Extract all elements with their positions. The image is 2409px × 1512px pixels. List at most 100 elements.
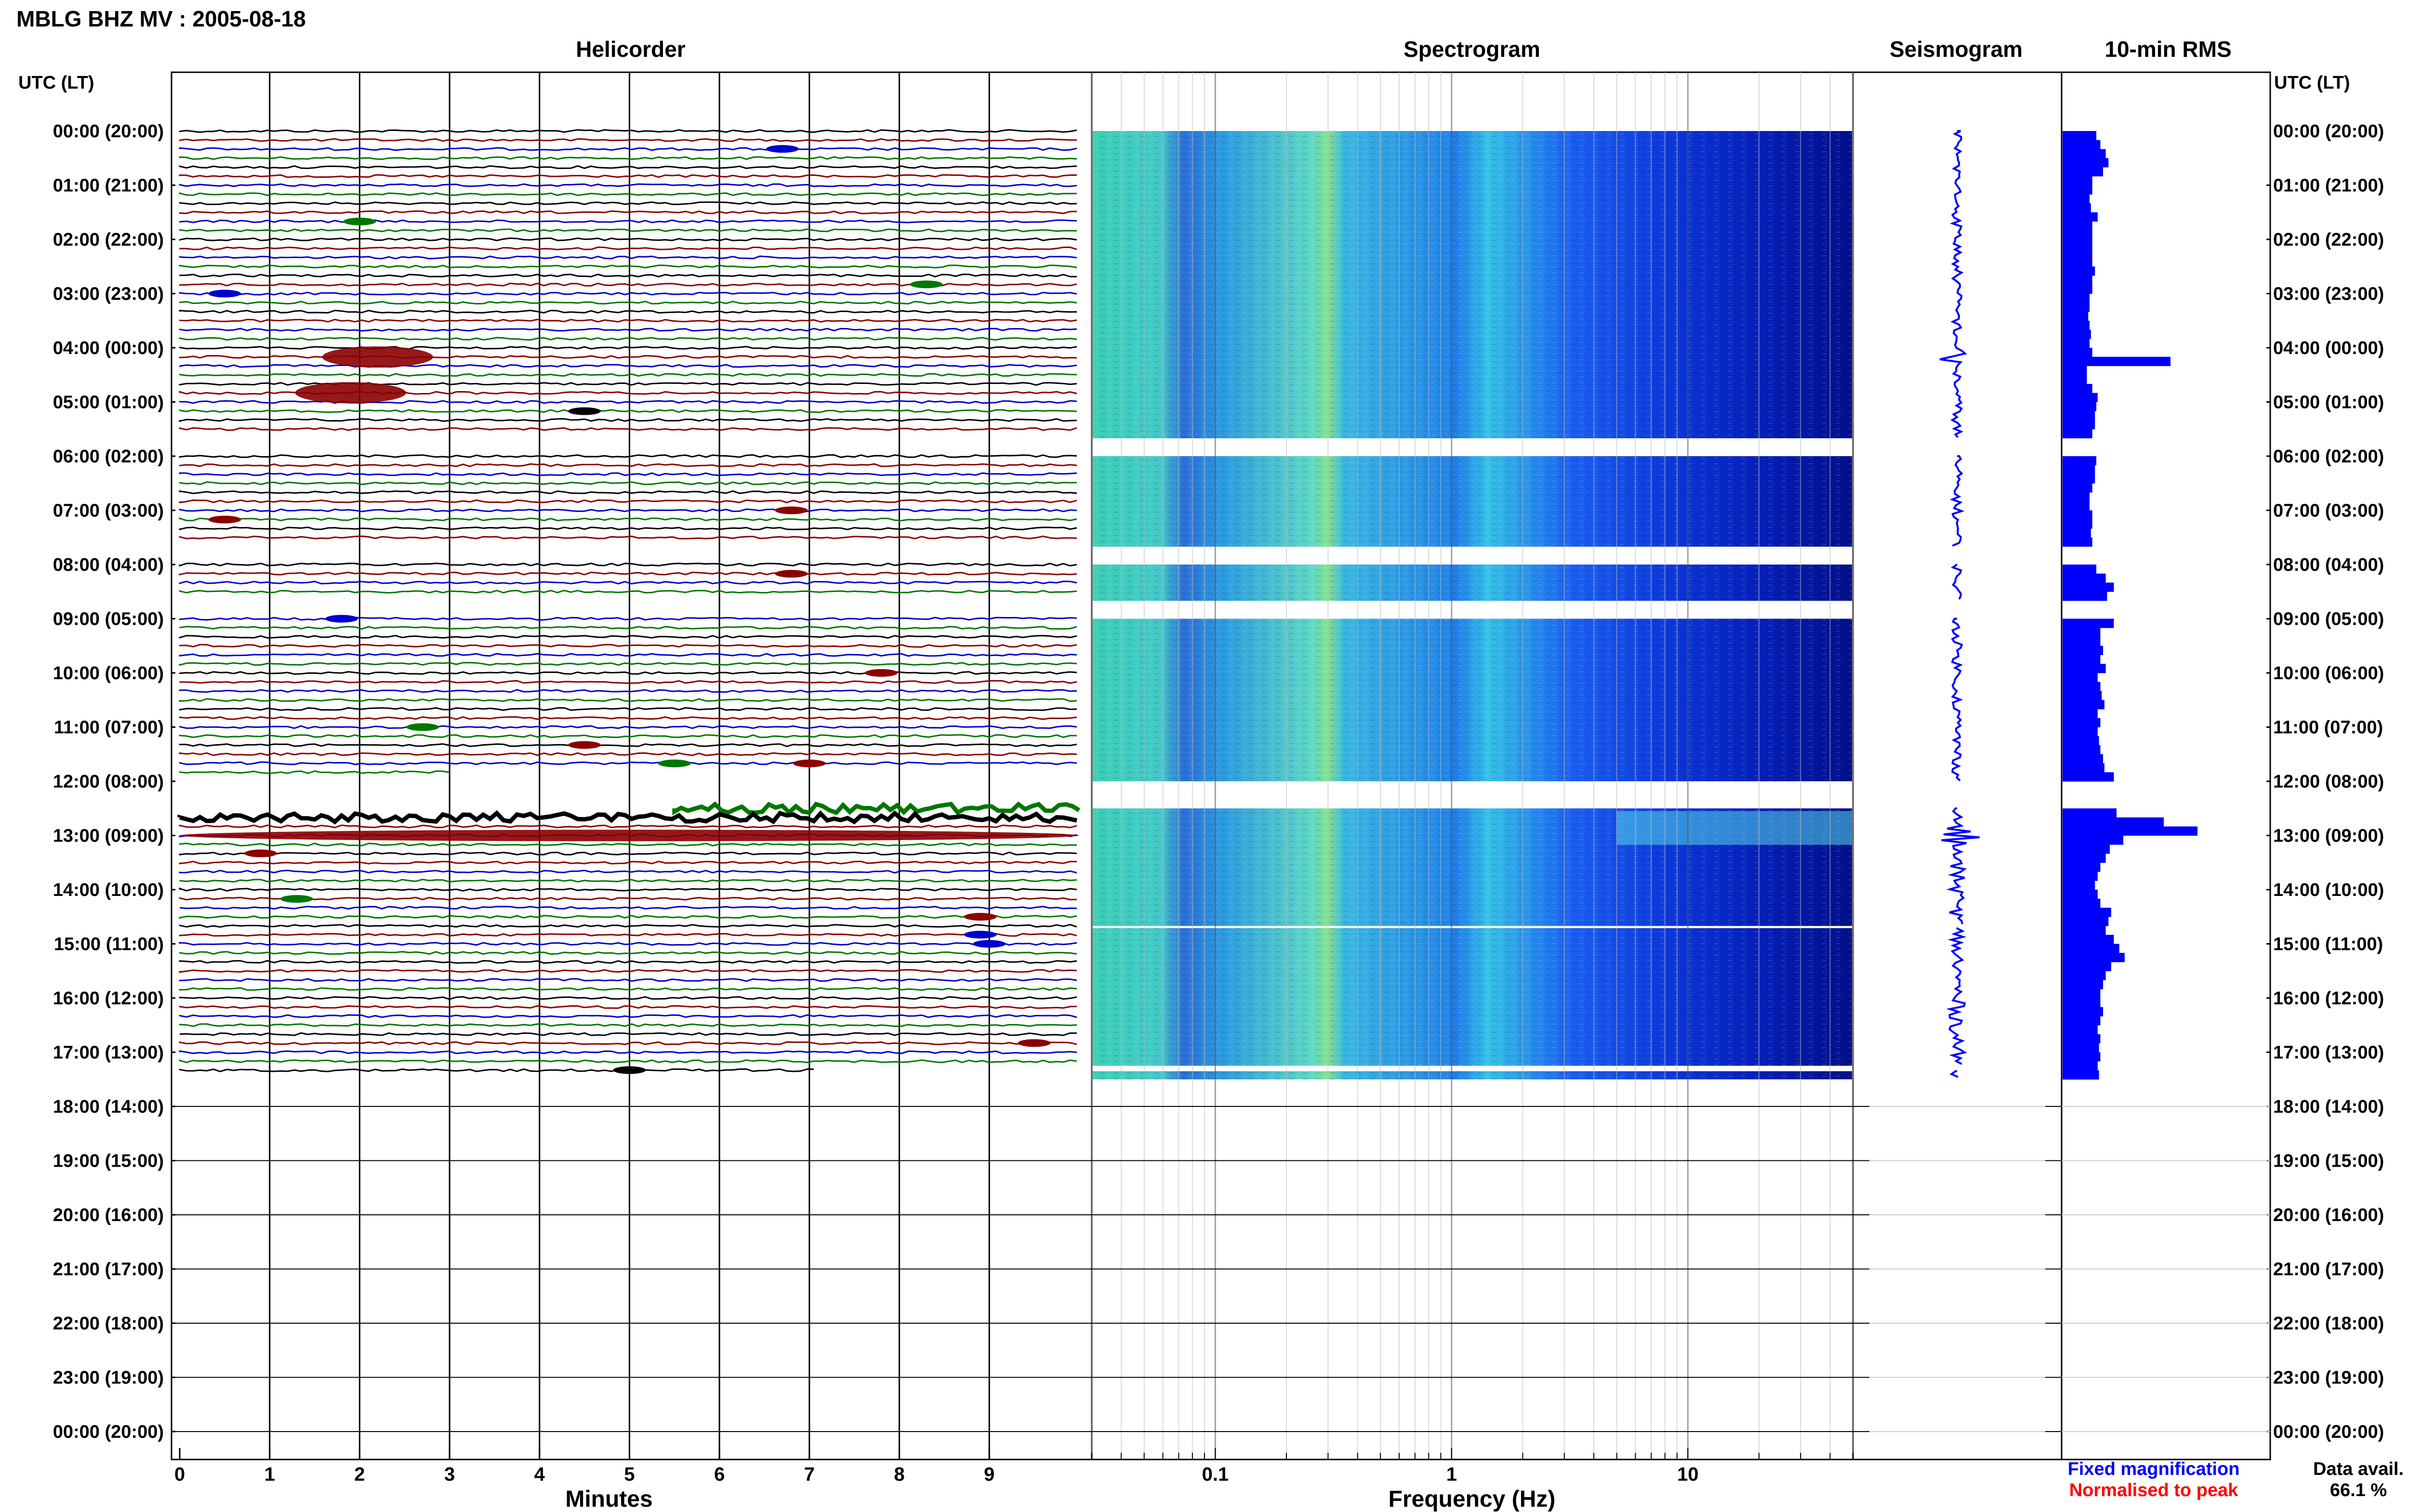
- helicorder-trace-row: [179, 752, 1077, 756]
- rms-bar: [2063, 637, 2101, 646]
- rms-bar: [2063, 266, 2095, 276]
- time-label-right: 13:00 (09:00): [2273, 826, 2384, 846]
- helicorder-trace-row: [179, 680, 1077, 684]
- time-label-right: 03:00 (23:00): [2273, 284, 2384, 304]
- time-label-right: 10:00 (06:00): [2273, 663, 2384, 684]
- helicorder-trace-row: [179, 454, 1077, 458]
- helicorder-trace-row: [179, 508, 1077, 513]
- legend-normalised-to-peak: Normalised to peak: [2069, 1480, 2238, 1500]
- rms-bar: [2063, 420, 2095, 430]
- rms-bar: [2063, 221, 2092, 231]
- helicorder-trace-row: [179, 590, 1077, 594]
- rms-bar: [2063, 1070, 2099, 1080]
- time-label-left: 04:00 (00:00): [53, 338, 164, 358]
- rms-bar: [2063, 474, 2095, 484]
- time-label-right: 09:00 (05:00): [2273, 609, 2384, 630]
- rms-bar: [2063, 320, 2090, 330]
- helicorder-trace-row: [179, 472, 1077, 476]
- rms-bar: [2063, 257, 2092, 267]
- helicorder-trace-row: [179, 400, 1077, 404]
- rms-bar: [2063, 411, 2095, 421]
- helicorder-small-event: [568, 407, 601, 415]
- time-label-left: 15:00 (11:00): [54, 934, 164, 955]
- rms-bar: [2063, 980, 2103, 989]
- helicorder-small-event: [568, 741, 601, 749]
- rms-bar: [2063, 456, 2096, 466]
- rms-bar: [2063, 934, 2114, 944]
- helicorder-small-event: [406, 723, 439, 731]
- rms-bar: [2063, 375, 2087, 384]
- seismogram-segment: [1939, 130, 1968, 438]
- helicorder-trace-row: [179, 273, 1077, 278]
- helicorder-small-event: [280, 895, 313, 903]
- helicorder-trace-row: [179, 517, 1077, 522]
- helicorder-small-event: [658, 759, 691, 767]
- rms-bar: [2063, 817, 2164, 827]
- helicorder-trace-row: [179, 969, 1077, 973]
- helicorder-trace-row: [179, 535, 1077, 539]
- rms-bar: [2063, 465, 2095, 474]
- rms-bar: [2063, 248, 2092, 258]
- rms-bar: [2063, 537, 2092, 547]
- helicorder-trace-row: [179, 355, 1077, 359]
- rms-bar: [2063, 772, 2114, 782]
- helicorder-trace-row: [179, 906, 1077, 910]
- helicorder-small-event: [973, 940, 1006, 948]
- time-label-right: 14:00 (10:00): [2273, 880, 2384, 900]
- rms-bar: [2063, 501, 2090, 511]
- rms-bar: [2063, 645, 2103, 655]
- helicorder-trace-row: [179, 264, 1077, 269]
- rms-bar: [2063, 284, 2092, 294]
- rms-bar: [2063, 754, 2103, 763]
- minute-tick-label: 2: [354, 1464, 365, 1485]
- time-label-left: 12:00 (08:00): [53, 772, 164, 792]
- data-availability-value: 66.1 %: [2330, 1480, 2387, 1500]
- helicorder-trace-row: [179, 201, 1077, 205]
- helicorder-trace-row: [179, 707, 1077, 711]
- helicorder-trace-row: [179, 951, 1077, 955]
- helicorder-trace-row: [179, 210, 1077, 214]
- minute-tick-label: 6: [714, 1464, 725, 1485]
- time-label-left: 19:00 (15:00): [53, 1151, 164, 1171]
- helicorder-trace-row: [179, 309, 1077, 314]
- rms-bar: [2063, 312, 2089, 321]
- helicorder-trace-row: [179, 716, 1077, 720]
- helicorder-trace-row: [179, 915, 1077, 919]
- helicorder-trace-row: [179, 842, 1077, 847]
- spectrogram-heatmap: [1093, 131, 1852, 1079]
- rms-bar: [2063, 998, 2101, 1008]
- helicorder-small-event: [775, 506, 808, 514]
- time-label-right: 20:00 (16:00): [2273, 1205, 2384, 1225]
- rms-bar: [2063, 582, 2114, 592]
- helicorder-trace-row: [179, 409, 1077, 413]
- helicorder-trace-row: [179, 671, 1077, 675]
- helicorder-trace-row: [179, 634, 1077, 639]
- helicorder-trace-row: [179, 129, 1077, 133]
- rms-bar: [2063, 302, 2090, 312]
- helicorder-trace-row: [179, 228, 1077, 233]
- helicorder-trace-row: [179, 481, 1077, 486]
- helicorder-trace-row: [179, 933, 1077, 937]
- helicorder-trace-row: [179, 996, 1077, 1000]
- seismogram-title: Seismogram: [1890, 37, 2023, 62]
- rms-title: 10-min RMS: [2105, 37, 2231, 62]
- helicorder-small-event: [865, 669, 898, 677]
- helicorder-small-event: [325, 615, 358, 623]
- page-title: MBLG BHZ MV : 2005-08-18: [16, 6, 306, 31]
- helicorder-trace-row: [179, 418, 1077, 422]
- rms-bar: [2063, 907, 2111, 917]
- rms-bar: [2063, 953, 2125, 962]
- rms-bar: [2063, 356, 2171, 366]
- helicorder-trace-row: [179, 824, 1077, 828]
- time-label-left: 00:00 (20:00): [53, 121, 164, 142]
- spectrogram-texture: [1093, 456, 1852, 547]
- rms-bar: [2063, 212, 2098, 222]
- helicorder-trace-row: [179, 427, 1077, 431]
- time-label-right: 23:00 (19:00): [2273, 1368, 2384, 1388]
- helicorder-trace-row: [179, 978, 1077, 982]
- helicorder-small-event: [208, 289, 241, 298]
- helicorder-trace-row: [179, 896, 1077, 901]
- helicorder-trace-row: [179, 644, 1077, 648]
- seismogram-trace: [1939, 130, 1980, 1078]
- minute-tick-label: 7: [804, 1464, 815, 1485]
